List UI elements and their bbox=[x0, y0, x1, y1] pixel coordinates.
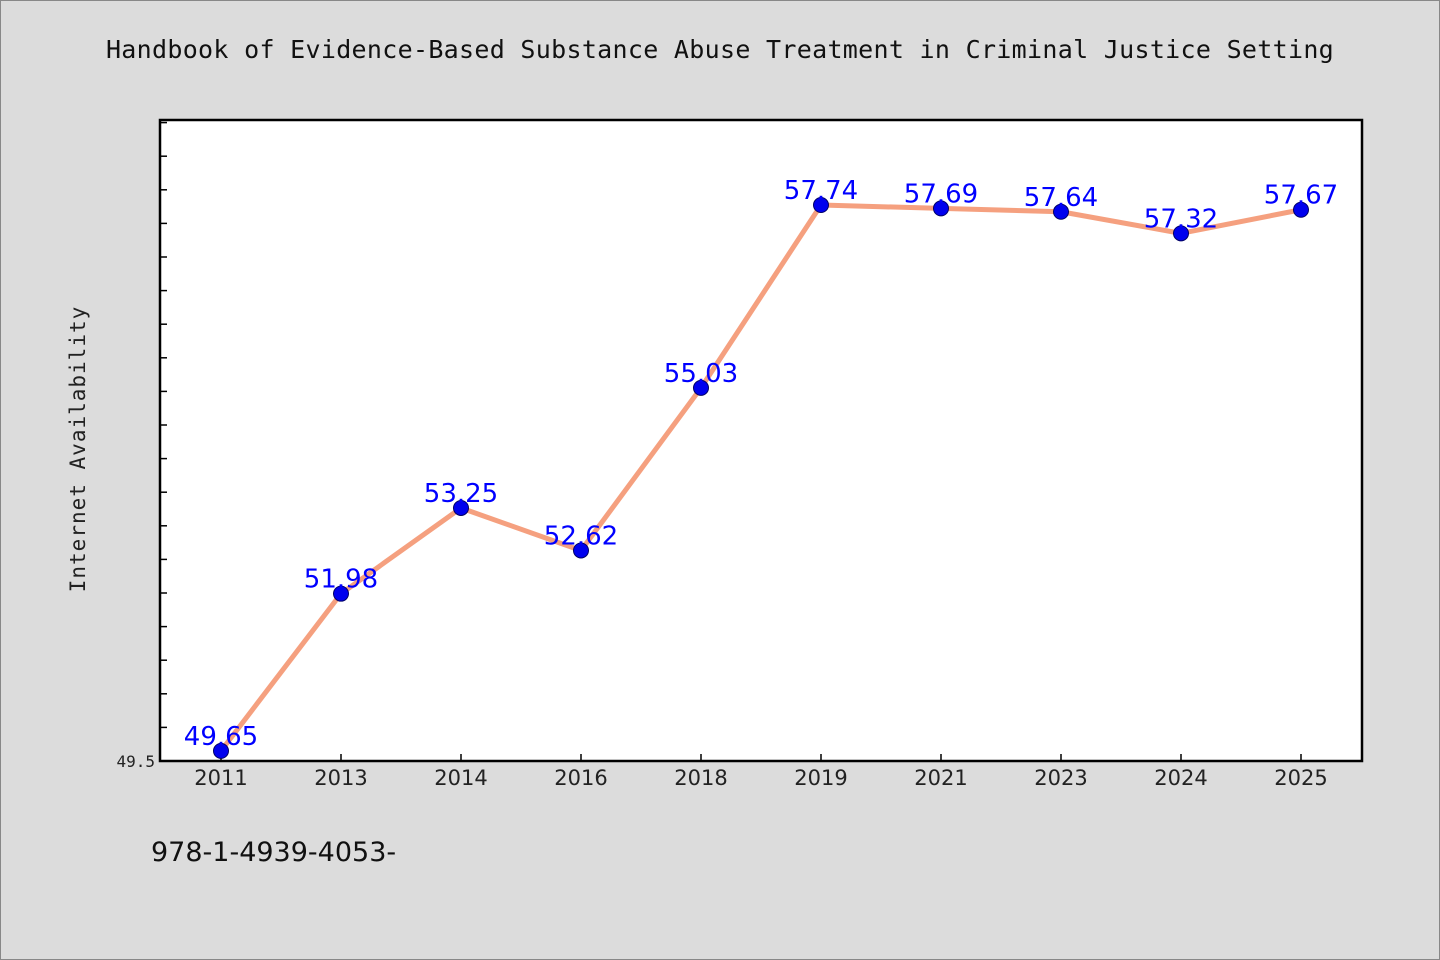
data-point-marker bbox=[933, 200, 949, 217]
chart-title: Handbook of Evidence-Based Substance Abu… bbox=[105, 35, 1335, 64]
data-label: 57.74 bbox=[784, 176, 858, 206]
x-tick-label: 2019 bbox=[794, 766, 847, 790]
data-label: 57.69 bbox=[904, 179, 978, 209]
data-label: 52.62 bbox=[544, 521, 618, 551]
x-tick-label: 2011 bbox=[194, 766, 247, 790]
data-point-marker bbox=[813, 197, 829, 214]
data-point-marker bbox=[213, 742, 229, 759]
data-point-marker bbox=[1293, 201, 1309, 218]
x-tick-label: 2024 bbox=[1154, 766, 1207, 790]
x-tick-label: 2025 bbox=[1274, 766, 1327, 790]
plot-area bbox=[158, 118, 1364, 763]
data-point-marker bbox=[1053, 203, 1069, 220]
series-layer: 49.65 51.98 53.25 52.62 55.03 57.74 57.69 57.64… bbox=[184, 176, 1338, 759]
y-axis-label: Internet Availability bbox=[66, 305, 90, 593]
data-point-marker bbox=[573, 542, 589, 559]
x-tick-label: 2014 bbox=[434, 766, 487, 790]
data-label: 49.65 bbox=[184, 722, 258, 752]
data-point-marker bbox=[333, 585, 349, 602]
series-line bbox=[218, 202, 1304, 754]
data-label: 57.64 bbox=[1024, 183, 1098, 213]
x-tick-label: 2023 bbox=[1034, 766, 1087, 790]
data-label: 55.03 bbox=[664, 359, 738, 389]
x-axis-ticks: 2011 2013 2014 2016 2018 2019 2021 2023 2024 2025 bbox=[194, 754, 1328, 790]
x-tick-label: 2018 bbox=[674, 766, 727, 790]
x-tick-label: 2021 bbox=[914, 766, 967, 790]
data-label: 57.32 bbox=[1144, 204, 1218, 234]
data-point-marker bbox=[693, 379, 709, 396]
data-point-marker bbox=[1173, 225, 1189, 242]
isbn-footnote: 978-1-4939-4053- bbox=[151, 837, 397, 868]
data-point-marker bbox=[453, 499, 469, 516]
x-tick-label: 2016 bbox=[554, 766, 607, 790]
y-axis-ticks: 49.5 bbox=[116, 121, 167, 771]
data-label: 51.98 bbox=[304, 565, 378, 595]
x-tick-label: 2013 bbox=[314, 766, 367, 790]
y-tick-label: 49.5 bbox=[116, 752, 155, 771]
data-label: 57.67 bbox=[1264, 181, 1338, 211]
data-label: 53.25 bbox=[424, 479, 498, 509]
